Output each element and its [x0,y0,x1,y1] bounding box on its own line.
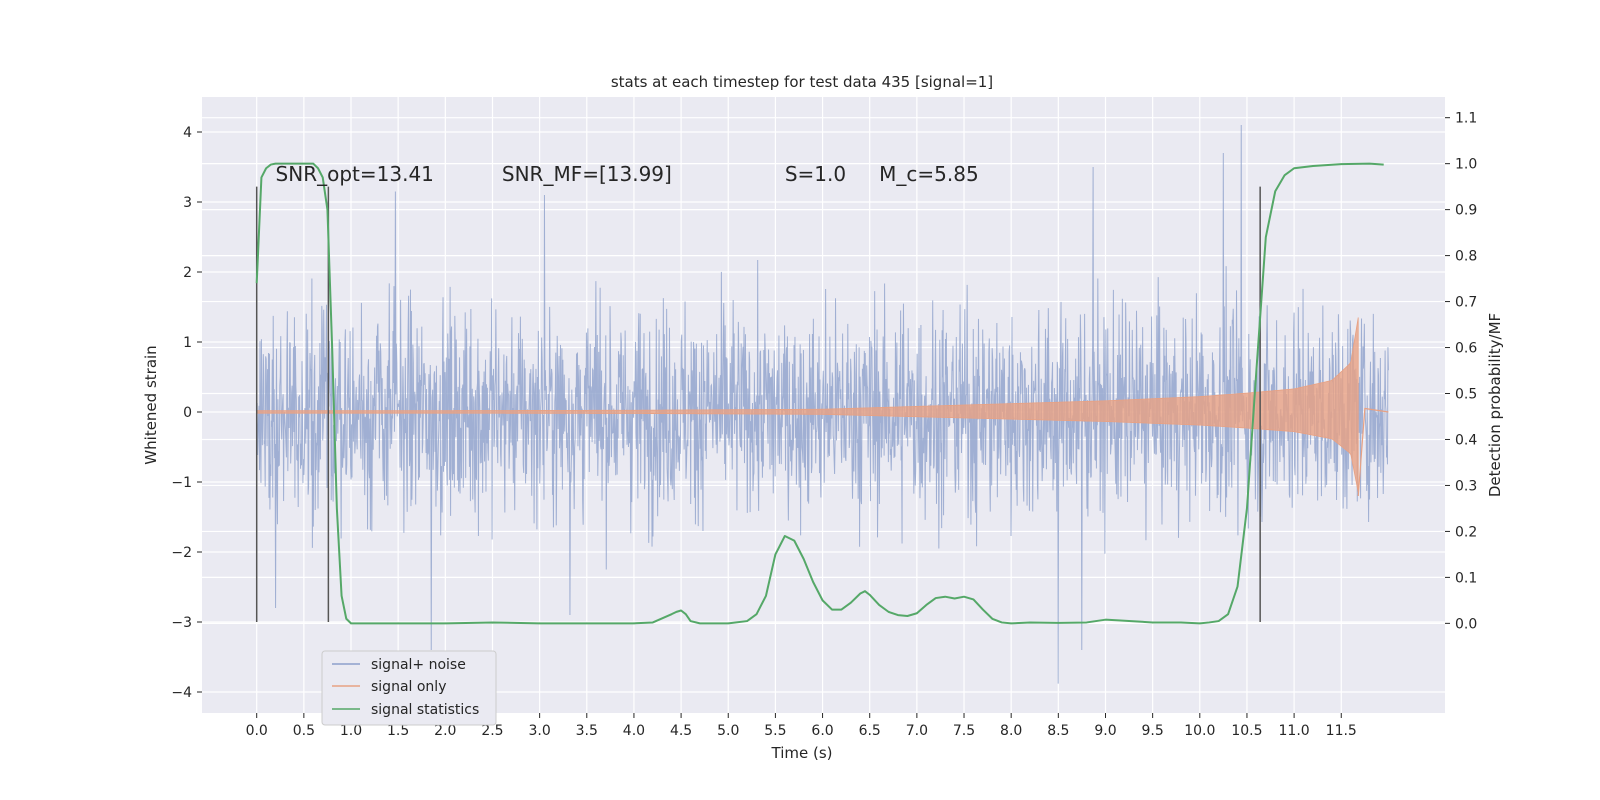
annotation-1: SNR_MF=[13.99] [502,162,672,186]
y-left-tick-label-6: 2 [183,265,192,281]
x-tick-label-12: 6.0 [811,723,833,739]
x-tick-label-22: 11.0 [1279,723,1310,739]
x-axis-ticks: 0.0 0.5 1.0 1.5 2.0 2.5 3.0 3.5 4.0 4.5 5.0 5.5 6.0 6… [246,713,1357,739]
y-right-tick-label-8: 0.8 [1455,249,1477,265]
signal-statistics-series [255,162,1384,625]
x-tick-label-1: 0.5 [293,723,315,739]
left-y-axis-ticks: −4 −3 −2 −1 0 1 2 3 4 [171,125,202,701]
y-right-tick-label-10: 1.0 [1455,157,1477,173]
y-right-tick-label-3: 0.3 [1455,478,1477,494]
y-right-tick-label-6: 0.6 [1455,341,1477,357]
legend-label-signal-only: signal only [371,679,446,695]
x-tick-label-0: 0.0 [246,723,268,739]
annotation-2: S=1.0 [785,162,846,186]
y-left-tick-label-5: 1 [183,335,192,351]
x-tick-label-2: 1.0 [340,723,362,739]
x-tick-label-20: 10.0 [1184,723,1215,739]
y-right-tick-label-2: 0.2 [1455,524,1477,540]
signal-only-ringdown [1357,407,1389,497]
x-tick-label-23: 11.5 [1326,723,1357,739]
y-right-tick-label-9: 0.9 [1455,203,1477,219]
x-tick-label-5: 2.5 [481,723,503,739]
legend-label-signal-statistics: signal statistics [371,702,479,718]
x-tick-label-15: 7.5 [953,723,975,739]
x-tick-label-19: 9.5 [1142,723,1164,739]
y-right-tick-label-11: 1.1 [1455,111,1477,127]
signal-noise-line [256,124,1389,684]
x-tick-label-9: 4.5 [670,723,692,739]
signal-only-series [256,317,1389,497]
y-left-tick-label-1: −3 [171,615,192,631]
legend: signal+ noise signal only signal statist… [321,650,497,726]
x-tick-label-14: 7.0 [906,723,928,739]
y-left-tick-label-8: 4 [183,125,192,141]
x-tick-label-4: 2.0 [434,723,456,739]
y-right-tick-label-1: 0.1 [1455,570,1477,586]
annotation-3: M_c=5.85 [879,162,979,186]
right-y-axis-ticks: 0.0 0.1 0.2 0.3 0.4 0.5 0.6 0.7 0.8 0.9 1.0 1.1 [1445,111,1477,632]
x-tick-label-13: 6.5 [859,723,881,739]
y-right-tick-label-5: 0.5 [1455,387,1477,403]
y-left-tick-label-7: 3 [183,195,192,211]
x-tick-label-21: 10.5 [1231,723,1262,739]
y-right-tick-label-7: 0.7 [1455,295,1477,311]
signal-noise-series [256,124,1389,684]
legend-box [321,650,497,726]
y-left-tick-label-2: −2 [171,545,192,561]
y-left-tick-label-4: 0 [183,405,192,421]
y-left-tick-label-3: −1 [171,475,192,491]
right-y-axis-label: Detection probability/MF [1486,313,1504,497]
x-tick-label-6: 3.0 [528,723,550,739]
signal-statistics-line [255,162,1384,625]
y-right-tick-label-0: 0.0 [1455,616,1477,632]
chart-title: stats at each timestep for test data 435… [611,73,993,91]
annotations: SNR_opt=13.41 SNR_MF=[13.99] S=1.0 M_c=5.85 [276,162,979,186]
x-tick-label-18: 9.0 [1094,723,1116,739]
x-tick-label-10: 5.0 [717,723,739,739]
y-right-tick-label-4: 0.4 [1455,432,1477,448]
x-tick-label-8: 4.0 [623,723,645,739]
legend-label-signal-noise: signal+ noise [371,657,466,673]
x-axis-label: Time (s) [771,744,833,762]
x-tick-label-3: 1.5 [387,723,409,739]
left-y-axis-label: Whitened strain [142,345,160,464]
x-tick-label-7: 3.5 [576,723,598,739]
x-tick-label-17: 8.5 [1047,723,1069,739]
annotation-0: SNR_opt=13.41 [276,162,434,186]
x-tick-label-11: 5.5 [764,723,786,739]
x-tick-label-16: 8.0 [1000,723,1022,739]
y-left-tick-label-0: −4 [171,685,192,701]
